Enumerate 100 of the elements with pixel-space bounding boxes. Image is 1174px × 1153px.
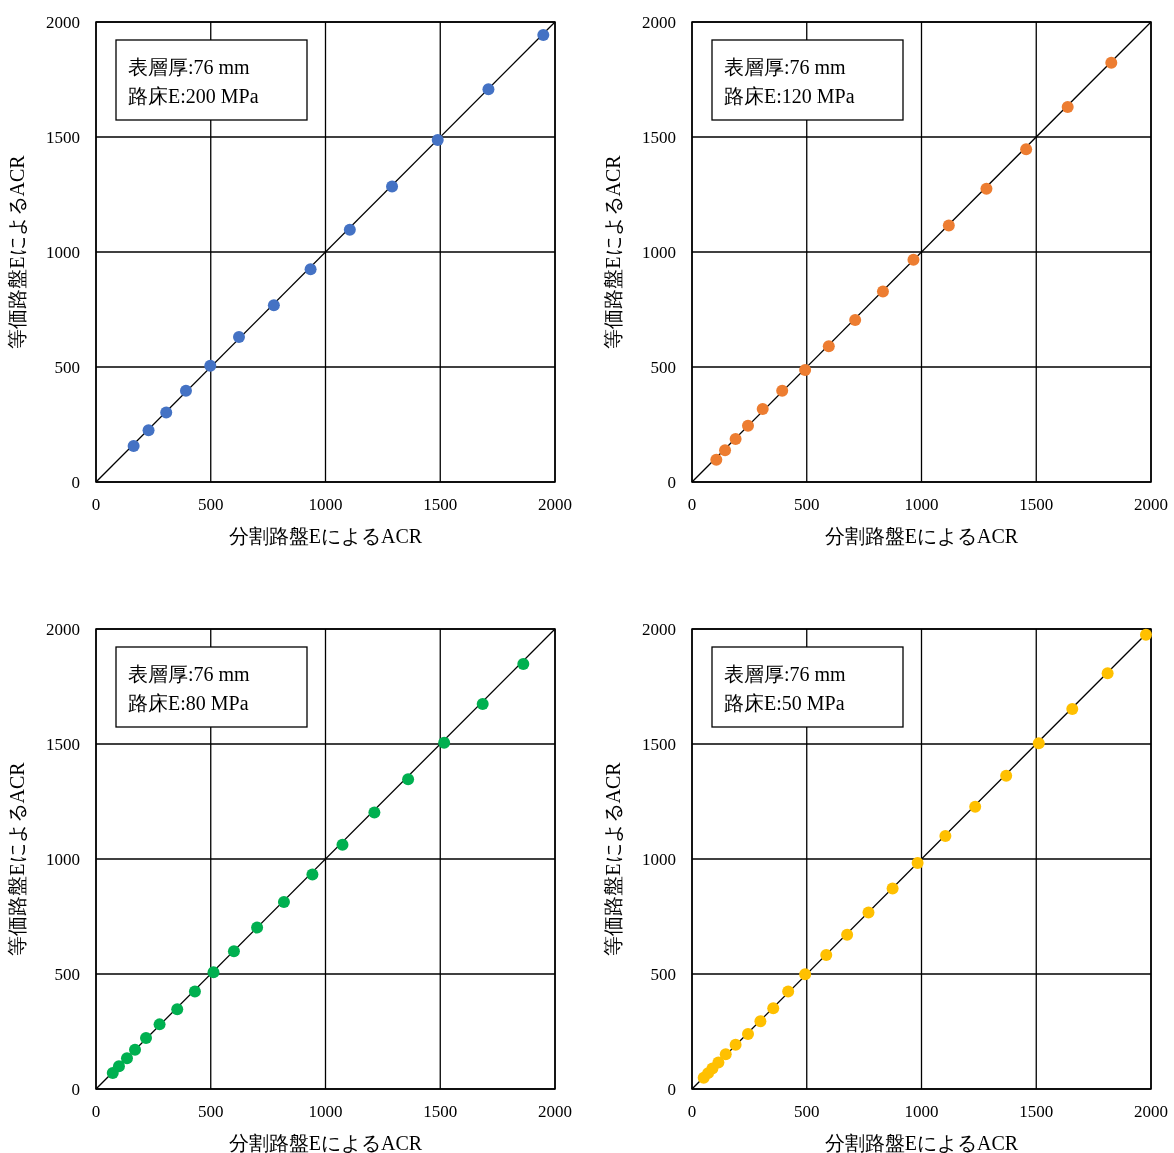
point xyxy=(251,921,264,934)
x-axis-title: 分割路盤EによるACR xyxy=(824,525,1019,547)
point xyxy=(849,314,862,327)
point xyxy=(537,29,550,42)
y-tick-label: 2000 xyxy=(642,13,676,32)
point xyxy=(304,263,317,276)
point xyxy=(431,133,444,146)
point xyxy=(841,928,854,941)
point xyxy=(336,838,349,851)
point xyxy=(980,182,993,195)
point xyxy=(438,736,451,749)
point xyxy=(729,1038,742,1051)
x-tick-label: 1500 xyxy=(423,1102,458,1121)
point xyxy=(876,285,889,298)
annotation: 表層厚:76 mm xyxy=(128,663,251,685)
point xyxy=(129,1043,142,1056)
x-tick-label: 2000 xyxy=(538,1102,572,1121)
y-tick-label: 1000 xyxy=(46,243,80,262)
point xyxy=(517,657,530,670)
y-tick-label: 1500 xyxy=(46,735,80,754)
x-tick-label: 1000 xyxy=(904,495,939,514)
x-tick-label: 0 xyxy=(687,495,697,514)
point xyxy=(719,444,732,457)
x-tick-label: 2000 xyxy=(1134,495,1168,514)
point xyxy=(232,331,245,344)
x-axis-title: 分割路盤EによるACR xyxy=(228,525,423,547)
point xyxy=(120,1052,133,1065)
annotation: 路床E:200 MPa xyxy=(128,85,259,107)
point xyxy=(1061,101,1074,114)
point xyxy=(862,906,875,919)
point xyxy=(820,948,833,961)
y-axis-title: 等価路盤EによるACR xyxy=(602,154,624,349)
annotation: 表層厚:76 mm xyxy=(128,56,251,78)
point xyxy=(942,219,955,232)
point xyxy=(267,299,280,312)
annotation: 路床E:80 MPa xyxy=(128,692,249,714)
y-tick-label: 0 xyxy=(71,473,80,492)
point xyxy=(710,453,723,466)
x-tick-label: 1000 xyxy=(904,1102,939,1121)
point xyxy=(140,1031,153,1044)
y-tick-label: 500 xyxy=(54,358,80,377)
y-tick-label: 2000 xyxy=(46,620,80,639)
point xyxy=(822,340,835,353)
point xyxy=(799,363,812,376)
point xyxy=(907,253,920,266)
y-tick-label: 2000 xyxy=(46,13,80,32)
point xyxy=(911,856,924,869)
x-tick-label: 500 xyxy=(794,495,820,514)
x-tick-label: 500 xyxy=(794,1102,820,1121)
point xyxy=(742,1028,754,1041)
y-tick-label: 0 xyxy=(71,1080,80,1099)
x-tick-label: 0 xyxy=(687,1102,697,1121)
point xyxy=(112,1060,125,1073)
point xyxy=(969,800,982,813)
x-tick-label: 0 xyxy=(91,1102,101,1121)
point xyxy=(756,403,769,416)
y-tick-label: 1500 xyxy=(46,128,80,147)
point xyxy=(179,384,192,397)
point xyxy=(1032,737,1045,750)
point xyxy=(476,697,489,710)
point xyxy=(1000,769,1013,782)
x-tick-label: 1500 xyxy=(1019,1102,1054,1121)
point xyxy=(142,424,155,437)
point xyxy=(939,830,952,842)
point xyxy=(153,1018,166,1031)
annotation: 表層厚:76 mm xyxy=(724,663,847,685)
point xyxy=(1101,667,1114,680)
annotation: 路床E:120 MPa xyxy=(724,85,855,107)
y-tick-label: 1000 xyxy=(642,850,676,869)
point xyxy=(1139,628,1152,641)
y-tick-label: 0 xyxy=(667,473,676,492)
annotation-box: 表層厚:76 mm 路床E:120 MPa xyxy=(711,39,904,121)
point xyxy=(386,180,399,193)
x-tick-label: 0 xyxy=(91,495,101,514)
y-tick-label: 1500 xyxy=(642,735,676,754)
point xyxy=(742,419,754,432)
point xyxy=(277,896,290,909)
point xyxy=(207,966,220,979)
point xyxy=(729,432,742,445)
x-tick-label: 2000 xyxy=(1134,1102,1168,1121)
point xyxy=(204,359,217,372)
point xyxy=(754,1015,767,1028)
point xyxy=(306,868,319,881)
y-tick-label: 1500 xyxy=(642,128,676,147)
y-tick-label: 500 xyxy=(650,358,676,377)
y-tick-label: 0 xyxy=(667,1080,676,1099)
point xyxy=(1066,703,1079,716)
y-tick-label: 1000 xyxy=(46,850,80,869)
point xyxy=(482,83,495,96)
point xyxy=(1020,143,1033,156)
point xyxy=(127,439,140,452)
x-tick-label: 2000 xyxy=(538,495,572,514)
y-tick-label: 1000 xyxy=(642,243,676,262)
annotation-box: 表層厚:76 mm 路床E:80 MPa xyxy=(115,646,308,728)
annotation: 表層厚:76 mm xyxy=(724,56,847,78)
point xyxy=(886,882,899,895)
y-axis-title: 等価路盤EによるACR xyxy=(6,761,28,956)
y-axis-title: 等価路盤EによるACR xyxy=(602,761,624,956)
y-axis-title: 等価路盤EによるACR xyxy=(6,154,28,349)
point xyxy=(799,968,812,981)
